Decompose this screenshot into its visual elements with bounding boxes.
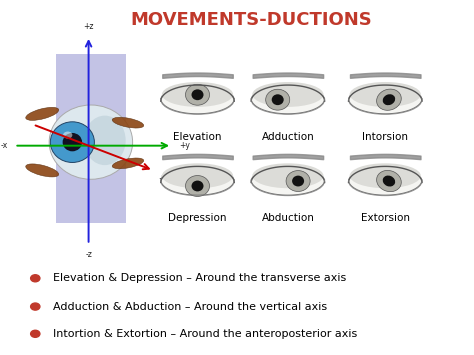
Ellipse shape bbox=[377, 89, 401, 110]
Ellipse shape bbox=[63, 133, 82, 151]
Ellipse shape bbox=[112, 118, 144, 128]
Ellipse shape bbox=[350, 163, 421, 188]
Ellipse shape bbox=[191, 89, 203, 100]
Ellipse shape bbox=[251, 166, 325, 196]
Ellipse shape bbox=[377, 170, 401, 192]
Ellipse shape bbox=[272, 94, 284, 105]
Ellipse shape bbox=[49, 105, 133, 179]
Ellipse shape bbox=[26, 164, 59, 177]
Text: Abduction: Abduction bbox=[262, 213, 314, 223]
Ellipse shape bbox=[350, 82, 421, 107]
Ellipse shape bbox=[348, 85, 422, 114]
Ellipse shape bbox=[266, 89, 290, 110]
Text: Depression: Depression bbox=[168, 213, 227, 223]
Text: Extorsion: Extorsion bbox=[361, 213, 410, 223]
Ellipse shape bbox=[292, 176, 304, 186]
Circle shape bbox=[31, 275, 40, 282]
Text: +x: +x bbox=[158, 174, 169, 183]
Ellipse shape bbox=[383, 175, 395, 186]
Text: +y: +y bbox=[179, 141, 190, 150]
Ellipse shape bbox=[161, 166, 234, 196]
Text: -x: -x bbox=[0, 141, 8, 150]
Ellipse shape bbox=[383, 94, 395, 105]
Ellipse shape bbox=[191, 181, 203, 191]
Polygon shape bbox=[56, 54, 126, 223]
Ellipse shape bbox=[286, 171, 310, 191]
Ellipse shape bbox=[185, 176, 210, 196]
Text: MOVEMENTS-DUCTIONS: MOVEMENTS-DUCTIONS bbox=[130, 11, 372, 29]
Ellipse shape bbox=[112, 158, 144, 169]
Ellipse shape bbox=[348, 166, 422, 196]
Ellipse shape bbox=[26, 107, 59, 120]
Text: Adduction: Adduction bbox=[262, 132, 314, 142]
Ellipse shape bbox=[162, 163, 233, 188]
Ellipse shape bbox=[84, 116, 126, 165]
Text: Intorsion: Intorsion bbox=[362, 132, 408, 142]
Ellipse shape bbox=[162, 82, 233, 107]
Circle shape bbox=[31, 303, 40, 310]
Text: Intortion & Extortion – Around the anteroposterior axis: Intortion & Extortion – Around the anter… bbox=[53, 329, 357, 339]
Ellipse shape bbox=[50, 122, 94, 163]
Text: Elevation & Depression – Around the transverse axis: Elevation & Depression – Around the tran… bbox=[53, 273, 346, 283]
Ellipse shape bbox=[252, 163, 324, 188]
Ellipse shape bbox=[161, 85, 234, 114]
Text: +z: +z bbox=[83, 22, 94, 31]
Ellipse shape bbox=[185, 84, 210, 105]
Text: Elevation: Elevation bbox=[173, 132, 222, 142]
Ellipse shape bbox=[252, 82, 324, 107]
FancyBboxPatch shape bbox=[8, 0, 474, 355]
Ellipse shape bbox=[63, 132, 73, 138]
Circle shape bbox=[31, 330, 40, 337]
Ellipse shape bbox=[251, 85, 325, 114]
Text: Adduction & Abduction – Around the vertical axis: Adduction & Abduction – Around the verti… bbox=[53, 301, 327, 312]
Text: -z: -z bbox=[85, 250, 92, 259]
